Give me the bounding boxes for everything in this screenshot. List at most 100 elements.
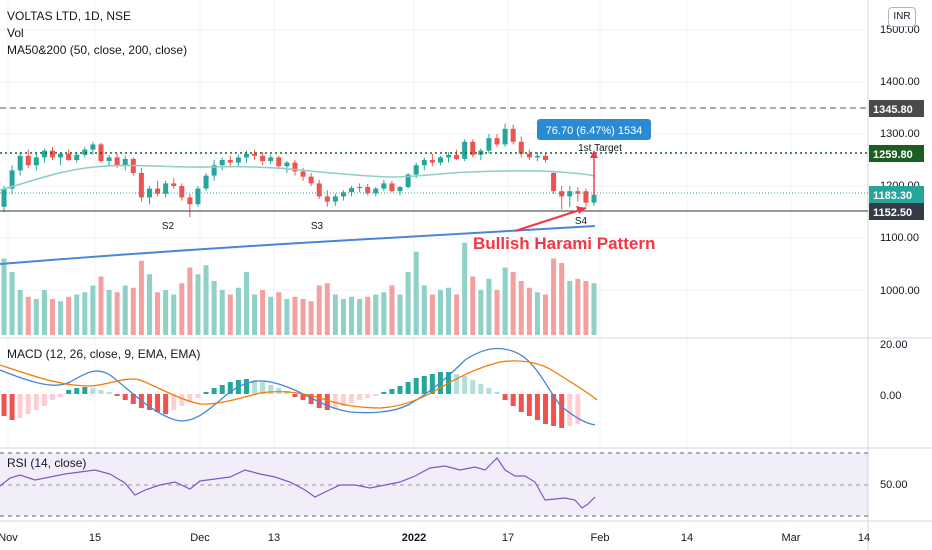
candle-body <box>203 175 209 189</box>
macd-histogram-bar <box>49 394 55 400</box>
volume-bar <box>559 263 565 335</box>
macd-histogram-bar <box>349 394 355 403</box>
candle-body <box>446 154 452 158</box>
macd-histogram-bar <box>219 385 225 394</box>
volume-bar <box>260 290 266 335</box>
time-label: 14 <box>681 532 693 544</box>
volume-bar <box>502 267 508 335</box>
macd-histogram-bar <box>575 394 581 424</box>
macd-histogram-bar <box>74 388 80 394</box>
volume-bar <box>235 287 241 335</box>
macd-histogram-bar <box>252 380 258 394</box>
symbol-title[interactable]: VOLTAS LTD, 1D, NSE <box>7 9 132 23</box>
volume-bar <box>155 292 161 335</box>
candle-body <box>122 158 128 166</box>
measure-box <box>537 119 651 140</box>
macd-histogram-bar <box>300 394 306 400</box>
macd-histogram-bar <box>526 394 532 416</box>
candles <box>1 123 597 218</box>
candle-body <box>90 144 96 150</box>
candle-body <box>163 183 169 194</box>
macd-histogram-bar <box>551 394 557 426</box>
candle-body <box>146 188 152 198</box>
macd-histogram-bar <box>90 388 96 394</box>
macd-histogram-bar <box>324 394 330 410</box>
time-label: 2022 <box>402 532 426 544</box>
candle-body <box>494 138 500 145</box>
volume-bar <box>486 278 492 335</box>
volume-bar <box>17 290 23 335</box>
volume-bar <box>462 242 468 335</box>
macd-histogram-bar <box>106 392 112 394</box>
volume-bar <box>324 283 330 335</box>
candle-body <box>292 162 298 172</box>
volume-bar <box>397 294 403 335</box>
candle-body <box>25 155 31 166</box>
candle-body <box>179 186 185 198</box>
candle-body <box>349 188 355 193</box>
volume-bar <box>421 285 427 335</box>
volume-bar <box>284 299 290 335</box>
volume-bar <box>227 294 233 335</box>
candle-body <box>284 162 290 167</box>
resistance-tag-text: 1345.80 <box>873 104 913 116</box>
volume-bar <box>268 296 274 335</box>
volume-indicator-label[interactable]: Vol <box>7 26 24 40</box>
ma-indicator-label[interactable]: MA50&200 (50, close, 200, close) <box>7 43 188 57</box>
time-axis[interactable]: Nov 15 Dec 13 2022 17 Feb 14 Mar 14 <box>0 532 870 544</box>
measure-text: 76.70 (6.47%) 1534 <box>546 125 643 137</box>
macd-histogram-bar <box>397 386 403 394</box>
ma200-line <box>0 225 596 265</box>
volume-bar <box>49 299 55 335</box>
last-price-tag <box>869 186 924 203</box>
volume-bar <box>389 285 395 335</box>
macd-histogram-bar <box>227 382 233 394</box>
candle-body <box>243 153 249 158</box>
volume-bar <box>405 272 411 335</box>
volume-bar <box>510 272 516 335</box>
support-tag-text: 1152.50 <box>873 207 912 219</box>
candle-body <box>316 183 322 197</box>
macd-histogram-bar <box>486 388 492 394</box>
candle-body <box>486 138 492 151</box>
volume-bar <box>90 285 96 335</box>
volume-bar <box>551 258 557 335</box>
candle-body <box>227 160 233 163</box>
time-label: Feb <box>591 532 610 544</box>
candle-body <box>9 170 15 189</box>
candle-body <box>502 128 508 145</box>
candle-body <box>155 188 161 194</box>
candle-body <box>58 153 64 158</box>
macd-histogram-bar <box>33 394 39 410</box>
volume-bar <box>454 294 460 335</box>
macd-histogram-bar <box>211 388 217 394</box>
volume-bar <box>146 274 152 335</box>
volume-bar <box>25 296 31 335</box>
volume-bar <box>58 301 64 335</box>
macd-histogram-bar <box>381 392 387 394</box>
candle-body <box>405 174 411 188</box>
volume-bar <box>122 285 128 335</box>
price-tick: 1000.00 <box>880 285 920 297</box>
currency-button[interactable]: INR <box>888 7 916 27</box>
candle-body <box>41 150 47 158</box>
volume-bar <box>276 292 282 335</box>
candle-body <box>1 188 7 207</box>
target-tag-text: 1259.80 <box>873 149 913 161</box>
volume-bar <box>82 292 88 335</box>
candle-body <box>66 153 72 160</box>
candle-body <box>74 154 80 160</box>
last-price-tag-text: 1183.30 <box>873 190 912 202</box>
s3-label: S3 <box>311 221 324 232</box>
candle-body <box>421 160 427 166</box>
candle-body <box>138 173 144 198</box>
volume-bar <box>534 292 540 335</box>
macd-histogram-bar <box>9 394 15 420</box>
macd-histogram-bar <box>268 385 274 394</box>
macd-tick: 20.00 <box>880 339 908 351</box>
candle-body <box>300 171 306 177</box>
time-label: Dec <box>190 532 210 544</box>
macd-signal-line <box>0 360 598 409</box>
time-label: Mar <box>782 532 801 544</box>
